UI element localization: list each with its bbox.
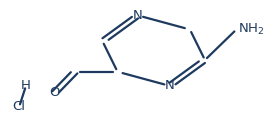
Text: Cl: Cl <box>13 100 26 113</box>
Text: O: O <box>49 86 60 99</box>
Text: H: H <box>21 79 31 92</box>
Text: NH$_2$: NH$_2$ <box>238 22 264 37</box>
Text: N: N <box>164 79 174 92</box>
Text: N: N <box>133 9 143 22</box>
